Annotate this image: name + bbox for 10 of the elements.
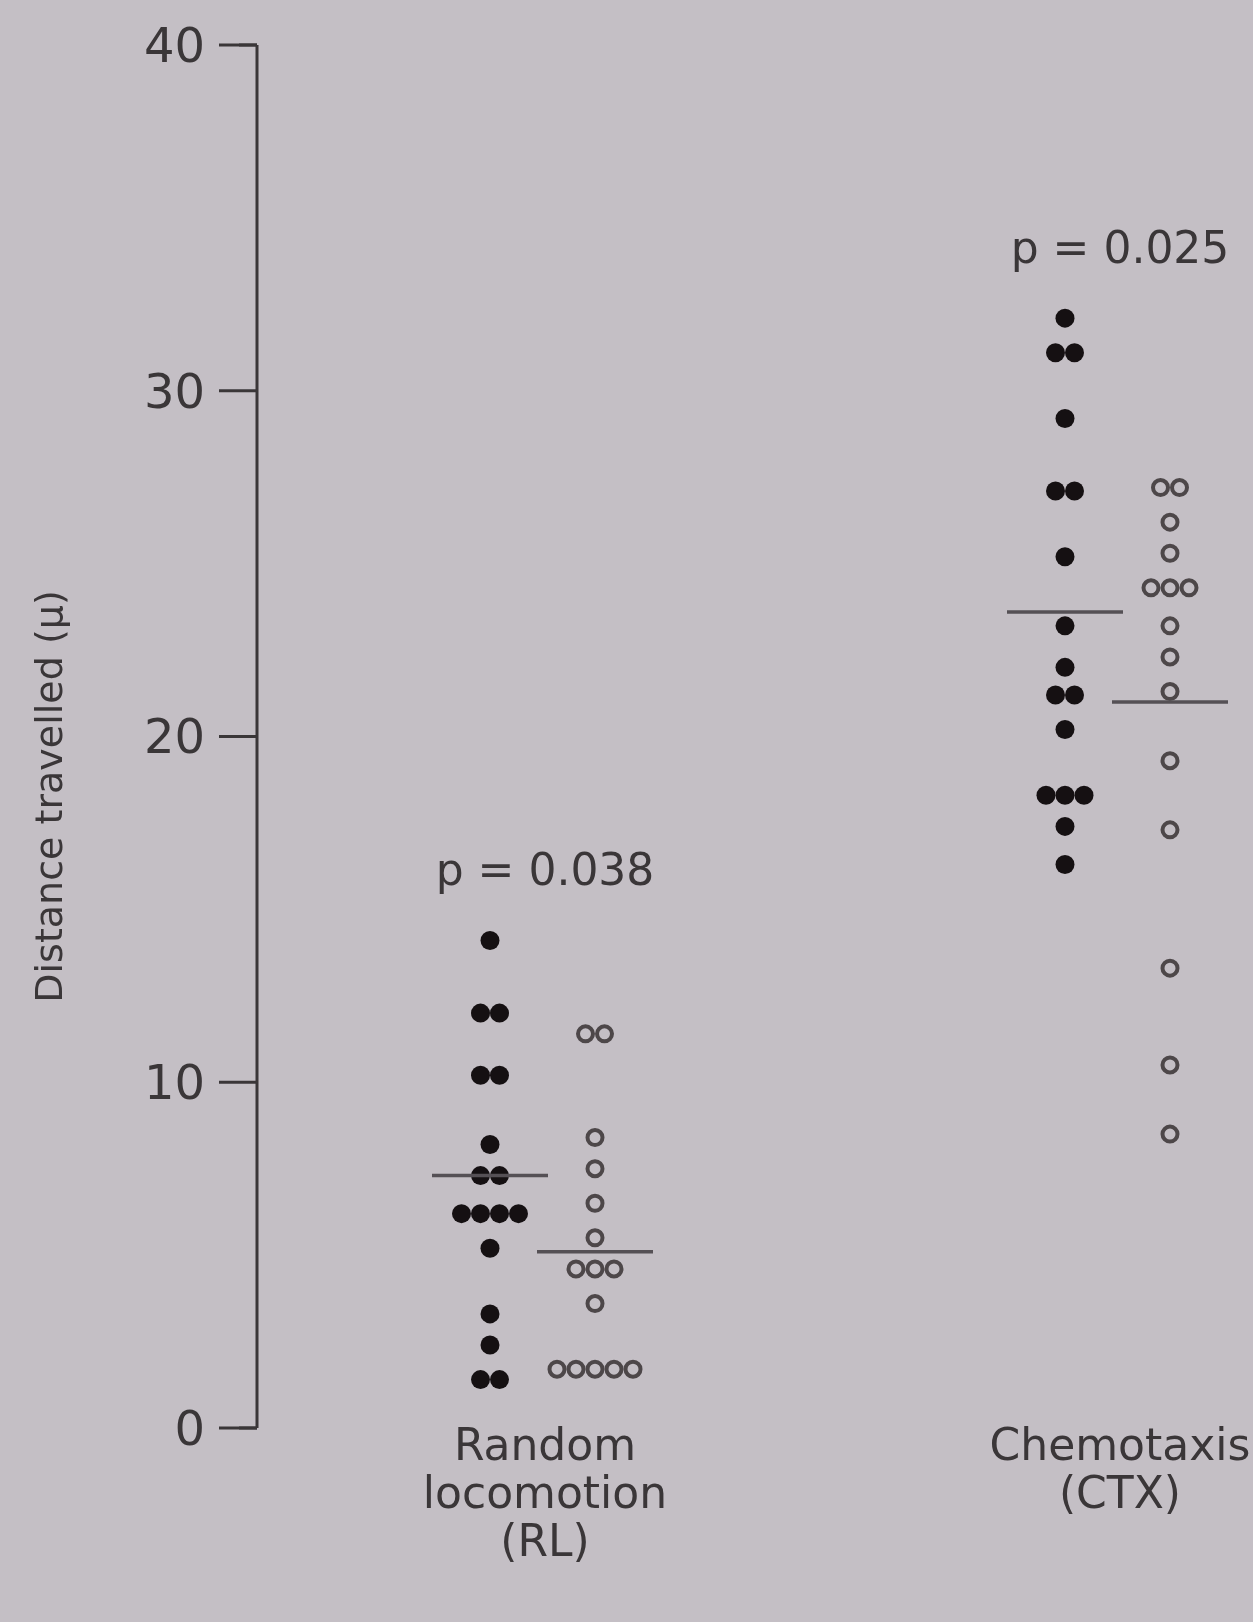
y-tick-label: 0 xyxy=(174,1399,205,1456)
annotation: p = 0.038 xyxy=(435,844,655,896)
y-tick-label: 40 xyxy=(143,16,205,73)
y-tick-label: 10 xyxy=(143,1054,205,1111)
annotation: p = 0.025 xyxy=(1010,222,1230,274)
x-tick-label: Random locomotion (RL) xyxy=(422,1419,668,1566)
y-tick-label: 20 xyxy=(143,708,205,765)
y-axis-title: Distance travelled (μ) xyxy=(27,590,71,1003)
y-tick-label: 30 xyxy=(143,362,205,419)
x-tick-label: Chemotaxis (CTX) xyxy=(989,1419,1251,1518)
